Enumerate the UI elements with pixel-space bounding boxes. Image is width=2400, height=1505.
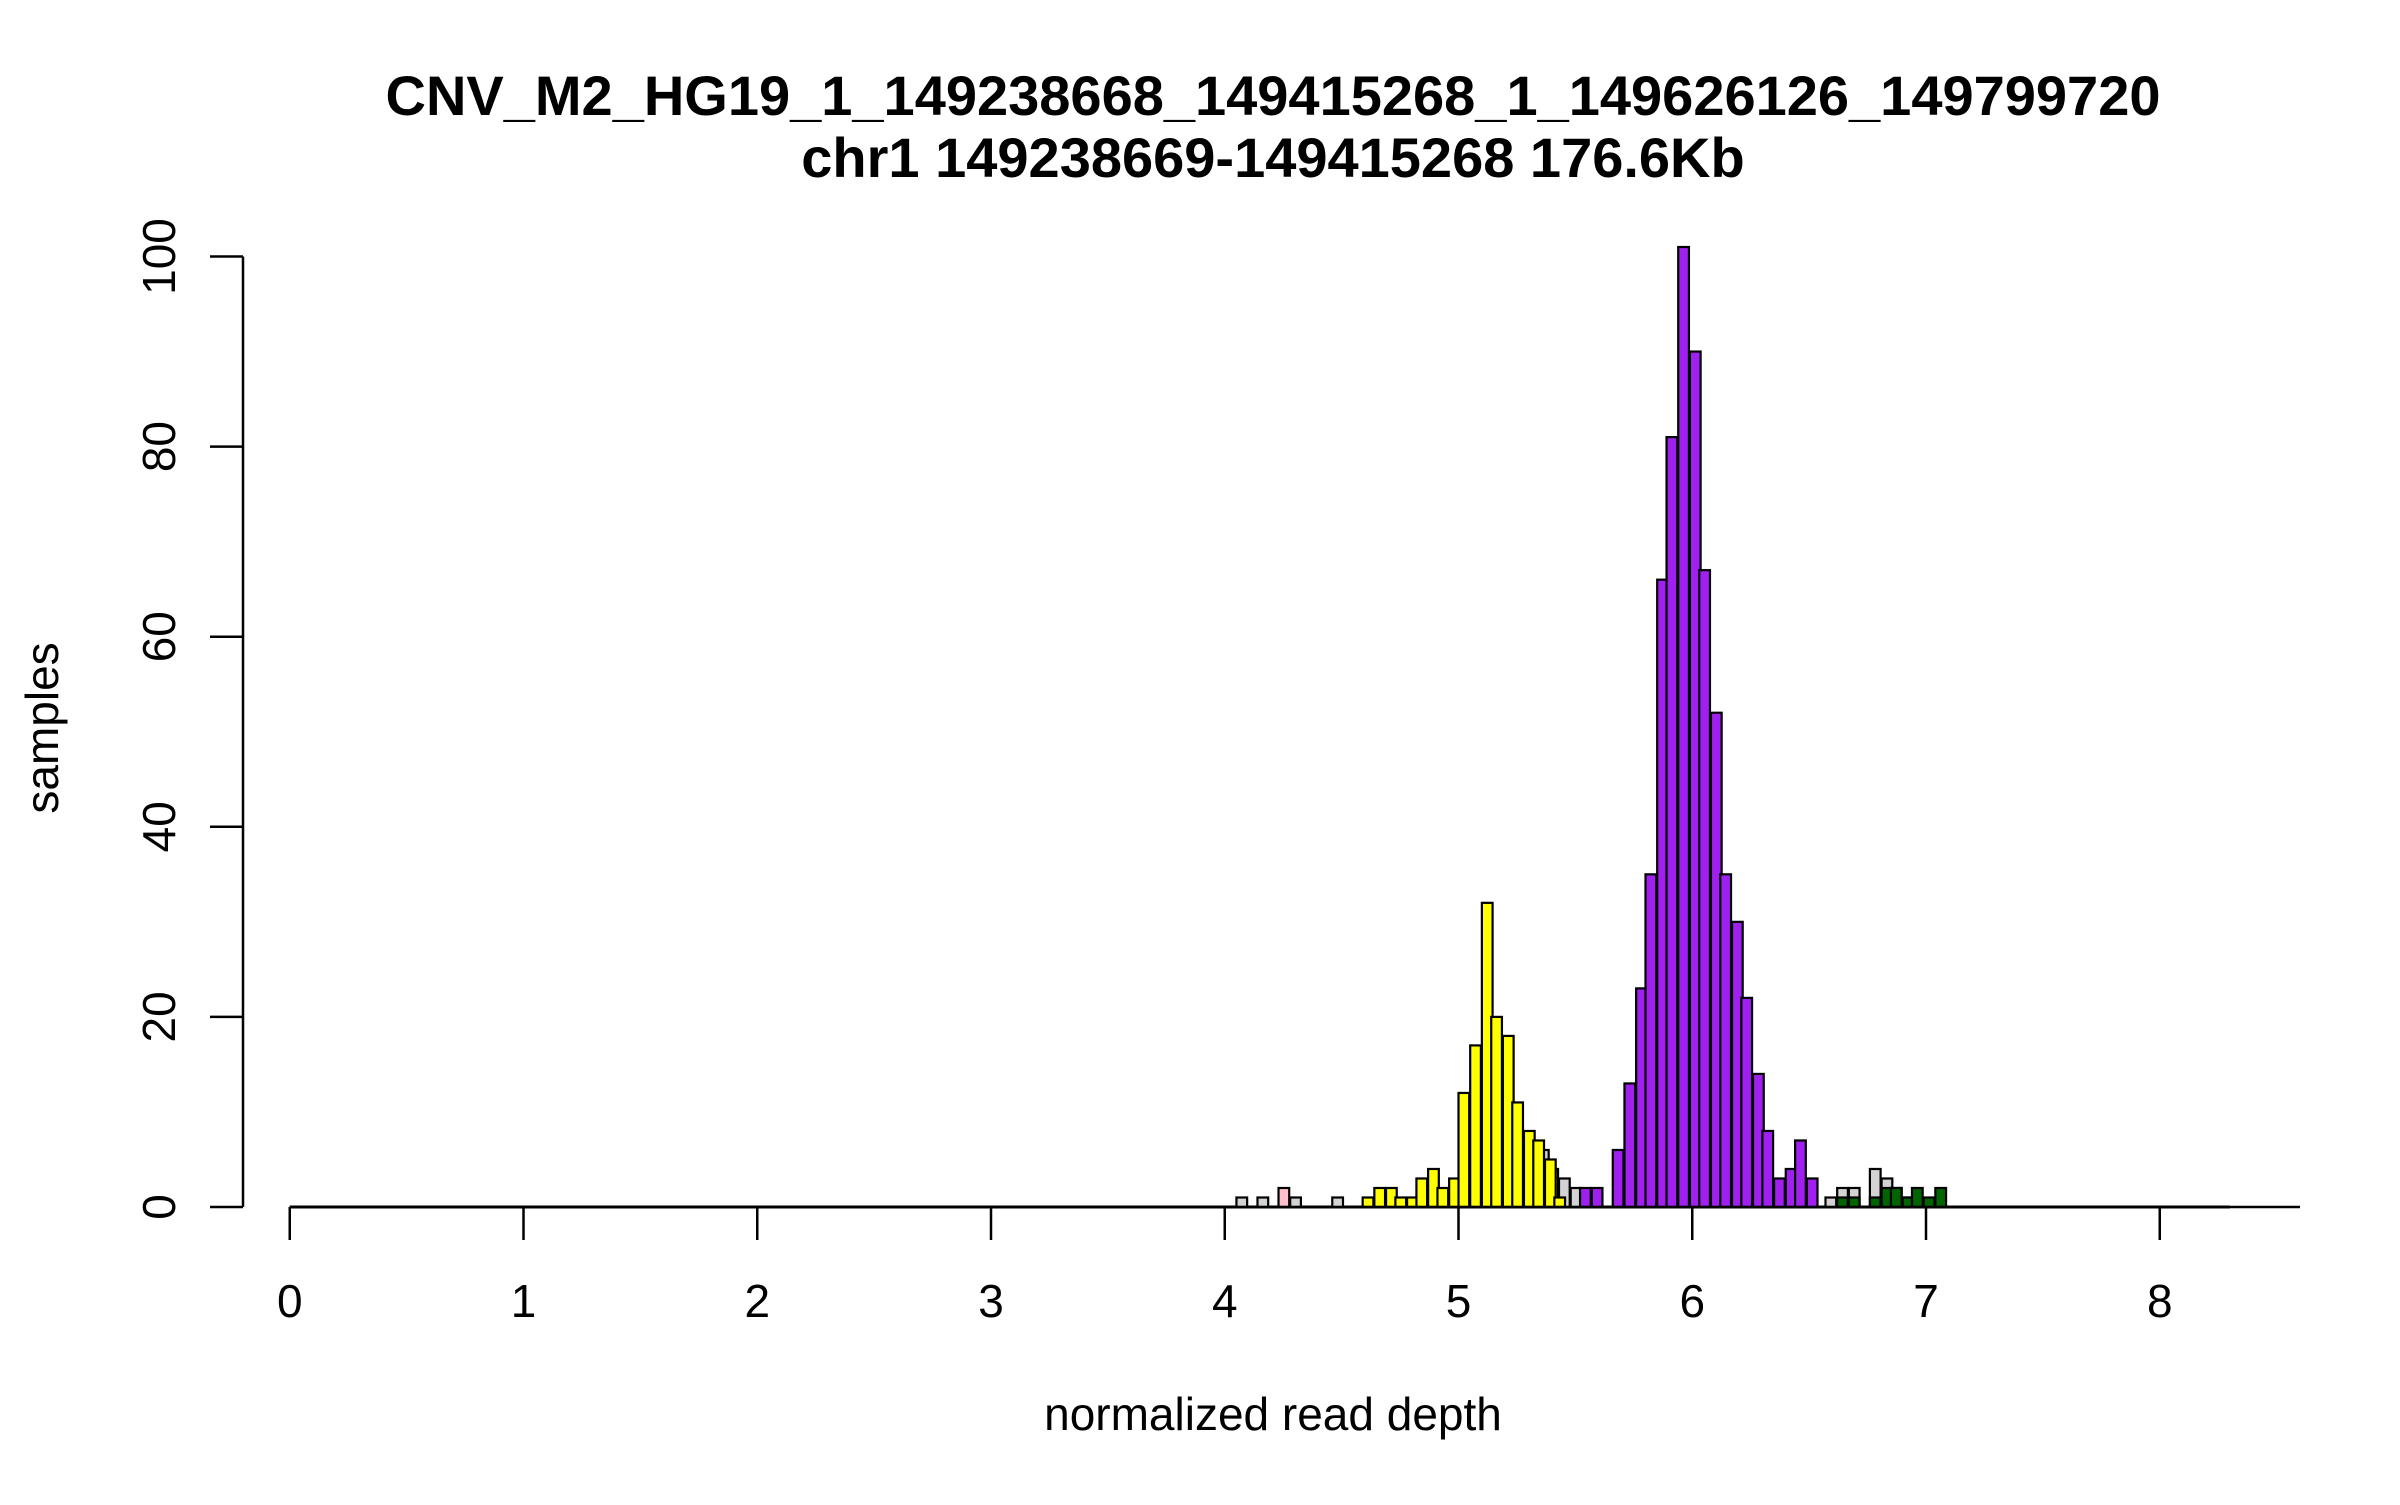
x-tick-label: 4 [1212,1275,1238,1327]
x-tick-label: 5 [1446,1275,1472,1327]
histogram-bar-green [1847,1196,1861,1209]
histogram-bar-yellow [1457,1091,1471,1209]
x-tick-label: 7 [1913,1275,1939,1327]
histogram-bar-green [1889,1186,1903,1209]
x-tick-label: 0 [277,1275,303,1327]
histogram-bar-yellow [1361,1196,1375,1209]
x-tick-label: 6 [1679,1275,1705,1327]
histogram-bar-yellow [1469,1044,1482,1209]
histogram-bar-purple [1793,1139,1807,1209]
histogram-bar-yellow [1490,1015,1504,1209]
histogram-bar-purple [1772,1177,1786,1209]
histogram-bar-purple [1578,1186,1592,1209]
x-tick-label: 8 [2147,1275,2173,1327]
y-axis-label: samples [16,642,68,813]
histogram-bar-gray [1235,1196,1249,1209]
bars-group [289,245,2230,1209]
y-tick-label: 40 [133,801,185,852]
histogram-bar-purple [1698,569,1712,1209]
histogram-bar-purple [1719,873,1733,1209]
histogram-bar-purple [1677,245,1691,1209]
histogram-bar-purple [1805,1177,1819,1209]
y-tick-label: 60 [133,611,185,662]
histogram-bar-green [1934,1186,1948,1209]
histogram-bar-purple [1644,873,1658,1209]
histogram-bar-purple [1761,1129,1775,1209]
histogram-bar-yellow [1415,1177,1429,1209]
histogram-bar-yellow [1394,1196,1408,1209]
histogram-bar-yellow [1532,1139,1546,1209]
histogram-bar-purple [1623,1082,1637,1209]
histogram-bar-green [1836,1196,1849,1209]
histogram-bar-green [1868,1196,1882,1209]
histogram-bar-purple [1740,996,1754,1209]
y-tick-label: 80 [133,421,185,472]
x-axis-label: normalized read depth [1044,1388,1502,1440]
y-tick-label: 0 [133,1194,185,1220]
y-tick-label: 20 [133,991,185,1042]
histogram-bar-green [1922,1196,1936,1209]
x-tick-label: 3 [978,1275,1004,1327]
chart-title: CNV_M2_HG19_1_149238668_149415268_1_1496… [386,64,2161,127]
chart-subtitle: chr1 149238669-149415268 176.6Kb [801,126,1744,189]
histogram-bar-gray [1256,1196,1270,1209]
histogram-bar-purple [1665,435,1679,1209]
y-tick-label: 100 [133,218,185,295]
x-tick-label: 2 [744,1275,770,1327]
histogram-bar-yellow [1511,1101,1525,1209]
histogram-bar-green [1910,1186,1924,1209]
histogram-bar-gray [1289,1196,1303,1209]
histogram-bar-yellow [1553,1196,1567,1209]
histogram-bar-pink [1277,1186,1291,1209]
histogram-bar-purple [1590,1186,1604,1209]
histogram-bar-purple [1611,1148,1625,1209]
histogram-bar-yellow [1436,1186,1450,1209]
x-tick-label: 1 [511,1275,537,1327]
histogram-bar-yellow [1373,1186,1387,1209]
histogram-bar-gray [1824,1196,1838,1209]
histogram-bar-gray [1331,1196,1345,1209]
